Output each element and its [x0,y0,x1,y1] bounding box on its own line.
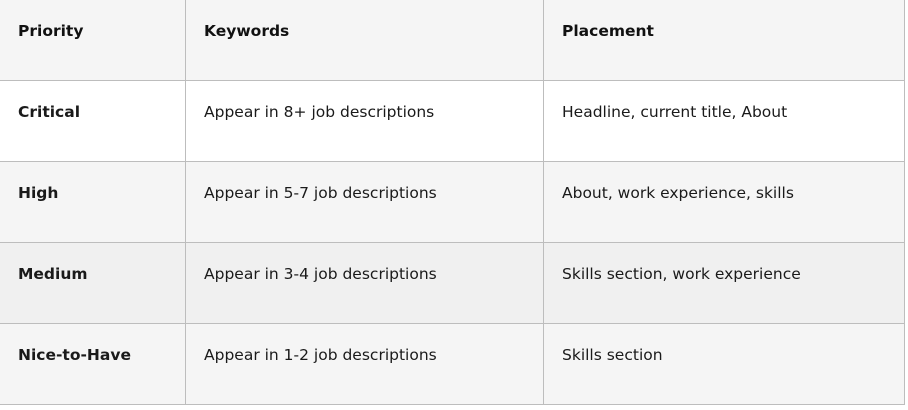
table-row: Critical Appear in 8+ job descriptions H… [0,80,905,162]
keywords-cell: Appear in 3-4 job descriptions [185,242,544,324]
header-keywords: Keywords [185,0,544,81]
keywords-cell: Appear in 1-2 job descriptions [185,323,544,405]
table-row: Medium Appear in 3-4 job descriptions Sk… [0,242,905,324]
priority-cell: Critical [0,80,186,162]
keywords-cell: Appear in 8+ job descriptions [185,80,544,162]
header-priority: Priority [0,0,186,81]
priority-cell: Medium [0,242,186,324]
keywords-cell: Appear in 5-7 job descriptions [185,161,544,243]
placement-cell: Skills section [543,323,905,405]
placement-cell: Skills section, work experience [543,242,905,324]
table-row: High Appear in 5-7 job descriptions Abou… [0,161,905,243]
placement-cell: Headline, current title, About [543,80,905,162]
placement-cell: About, work experience, skills [543,161,905,243]
table-row: Nice-to-Have Appear in 1-2 job descripti… [0,323,905,405]
header-placement: Placement [543,0,905,81]
header-row: Priority Keywords Placement [0,0,905,81]
priority-cell: Nice-to-Have [0,323,186,405]
priority-cell: High [0,161,186,243]
